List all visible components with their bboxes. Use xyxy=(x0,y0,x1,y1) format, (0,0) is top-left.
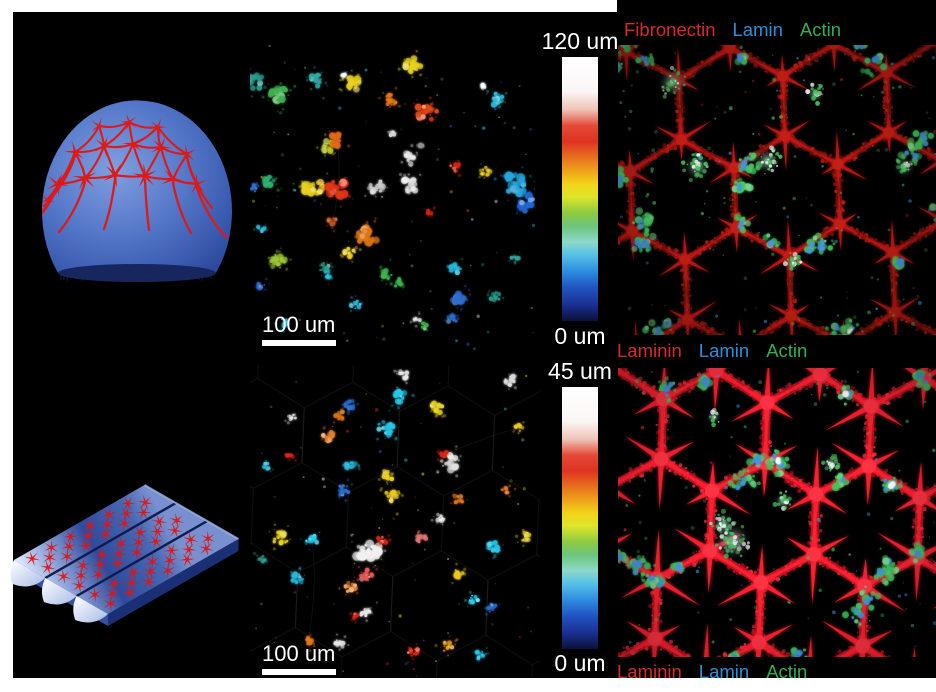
scale-bar-bottom: 100 um xyxy=(262,642,336,675)
colorbar-bottom-max-label: 45 um xyxy=(548,358,612,384)
channel-labels-bottom-row: Laminin Lamin Actin xyxy=(617,661,807,683)
colorbar-top-max-label: 120 um xyxy=(541,28,619,54)
channel-label-actin: Actin xyxy=(799,19,842,40)
depth-coded-microscopy-prisms xyxy=(250,365,540,678)
channel-label-actin: Actin xyxy=(766,661,808,682)
channel-labels-top-row: Fibronectin Lamin Actin xyxy=(624,19,841,41)
scale-bar-top: 100 um xyxy=(262,313,336,346)
scale-bar-bottom-label: 100 um xyxy=(262,641,336,666)
scale-bar-top-label: 100 um xyxy=(262,312,336,337)
channel-label-actin: Actin xyxy=(766,340,808,361)
colorbar-bottom-min-label: 0 um xyxy=(554,650,606,676)
channel-label-fibronectin: Fibronectin xyxy=(624,19,716,40)
figure-background-top-strip xyxy=(617,0,936,14)
depth-colorbar-top xyxy=(562,57,598,321)
depth-coded-microscopy-dome xyxy=(250,45,535,350)
scale-bar-bottom-line xyxy=(262,669,336,675)
dome-scaffold-schematic xyxy=(42,100,233,282)
channel-label-laminin: Laminin xyxy=(617,340,682,361)
channel-label-lamin: Lamin xyxy=(698,661,750,682)
channel-labels-middle-row: Laminin Lamin Actin xyxy=(617,340,807,362)
colorbar-top-min-label: 0 um xyxy=(554,323,606,349)
fluorescence-lattice-prisms xyxy=(618,368,936,657)
depth-colorbar-bottom xyxy=(562,387,598,649)
channel-label-lamin: Lamin xyxy=(698,340,750,361)
fluorescence-lattice-dome xyxy=(618,45,936,335)
channel-label-lamin: Lamin xyxy=(732,19,783,40)
channel-label-laminin: Laminin xyxy=(617,661,682,682)
scale-bar-top-line xyxy=(262,340,336,346)
prism-array-scaffold-schematic xyxy=(10,484,239,626)
